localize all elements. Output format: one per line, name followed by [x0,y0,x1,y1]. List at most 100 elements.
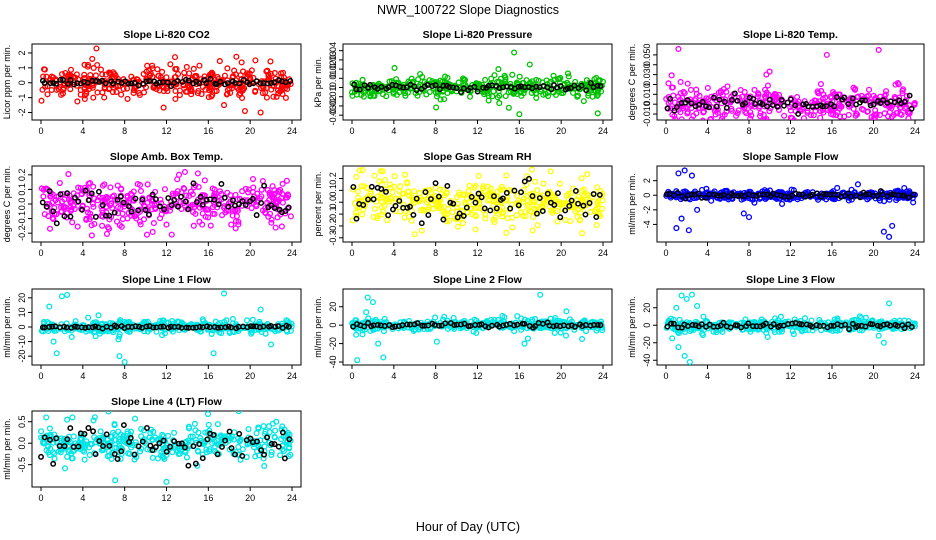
data-point [99,71,106,78]
data-point [81,71,88,78]
reference-point [149,191,156,198]
reference-point [271,79,278,86]
outlier-point [683,295,690,303]
y-tick-label: 0.04 [328,42,338,60]
reference-point [901,98,908,105]
outlier-point [886,233,893,240]
reference-point [57,191,64,198]
reference-point [239,198,246,204]
reference-point [351,81,358,88]
reference-point [242,202,249,209]
y-tick-label: -4 [642,220,652,228]
data-point [190,65,197,72]
reference-point [161,206,168,213]
data-point [405,188,412,195]
y-axis-label: ml/min per min. [627,173,637,235]
reference-point [214,451,221,458]
x-tick-label: 16 [827,248,837,258]
data-point [57,449,64,456]
reference-point [463,204,470,211]
data-point [384,217,391,224]
data-point [372,316,379,323]
data-point [389,189,396,196]
reference-point [578,82,585,89]
data-point [466,199,473,206]
data-point [700,313,707,320]
reference-point [784,99,791,106]
data-point [680,88,687,95]
reference-point [149,447,156,454]
outlier-point [220,102,228,109]
reference-point [118,448,125,455]
reference-point [57,76,64,83]
data-point [401,171,409,178]
data-point [487,316,494,323]
reference-point [727,324,734,331]
data-point [579,196,586,203]
panel-title: Slope Li-820 CO2 [123,29,210,41]
outlier-point [563,308,570,315]
outlier-point [854,181,861,188]
data-point [68,206,75,213]
reference-point [171,438,178,445]
data-point [283,177,290,184]
data-point [97,66,105,73]
data-point [274,214,281,221]
data-point [718,115,726,120]
data-point [85,180,92,187]
data-point [819,106,826,114]
data-point [38,97,45,104]
outlier-point [889,222,896,229]
reference-point [453,85,460,92]
data-point [183,192,190,199]
data-point [181,69,188,76]
reference-point [53,435,60,442]
x-tick-label: 12 [472,248,482,258]
outlier-point [678,292,685,299]
x-tick-label: 4 [391,248,396,258]
data-point [778,189,785,196]
data-point [726,319,733,326]
data-point [261,448,268,455]
reference-point [127,435,134,441]
reference-point [144,425,150,431]
data-point [40,193,47,200]
reference-point [442,320,449,327]
reference-point [156,440,163,447]
data-point [283,432,290,439]
data-point [734,110,741,117]
data-point [353,212,360,219]
data-point [149,62,156,69]
reference-point [228,445,235,451]
data-point [245,186,253,193]
reference-point [281,455,288,462]
data-point [854,111,861,118]
data-point [381,202,388,210]
reference-point [468,193,475,200]
reference-point [182,198,189,205]
data-point [204,411,212,418]
data-point [140,89,148,96]
y-tick-label: 0.0 [17,437,27,450]
data-point [578,175,585,182]
data-point [58,204,65,211]
reference-point [226,428,233,435]
reference-point [750,96,757,102]
data-point [532,178,539,185]
data-point [360,93,367,100]
data-point [747,115,754,120]
data-point [85,314,92,321]
data-point [453,194,460,201]
x-tick-label: 0 [38,248,43,258]
data-point [183,63,190,70]
reference-point [165,195,172,201]
panel-title: Slope Line 4 (LT) Flow [111,396,222,408]
data-point [185,423,192,430]
y-tick-label: -0.1 [328,206,338,222]
y-tick-label: 0.01 [328,70,338,88]
reference-point [766,96,773,103]
reference-point [583,87,590,94]
data-point [719,328,726,335]
reference-point [353,215,360,222]
reference-point [260,323,267,330]
